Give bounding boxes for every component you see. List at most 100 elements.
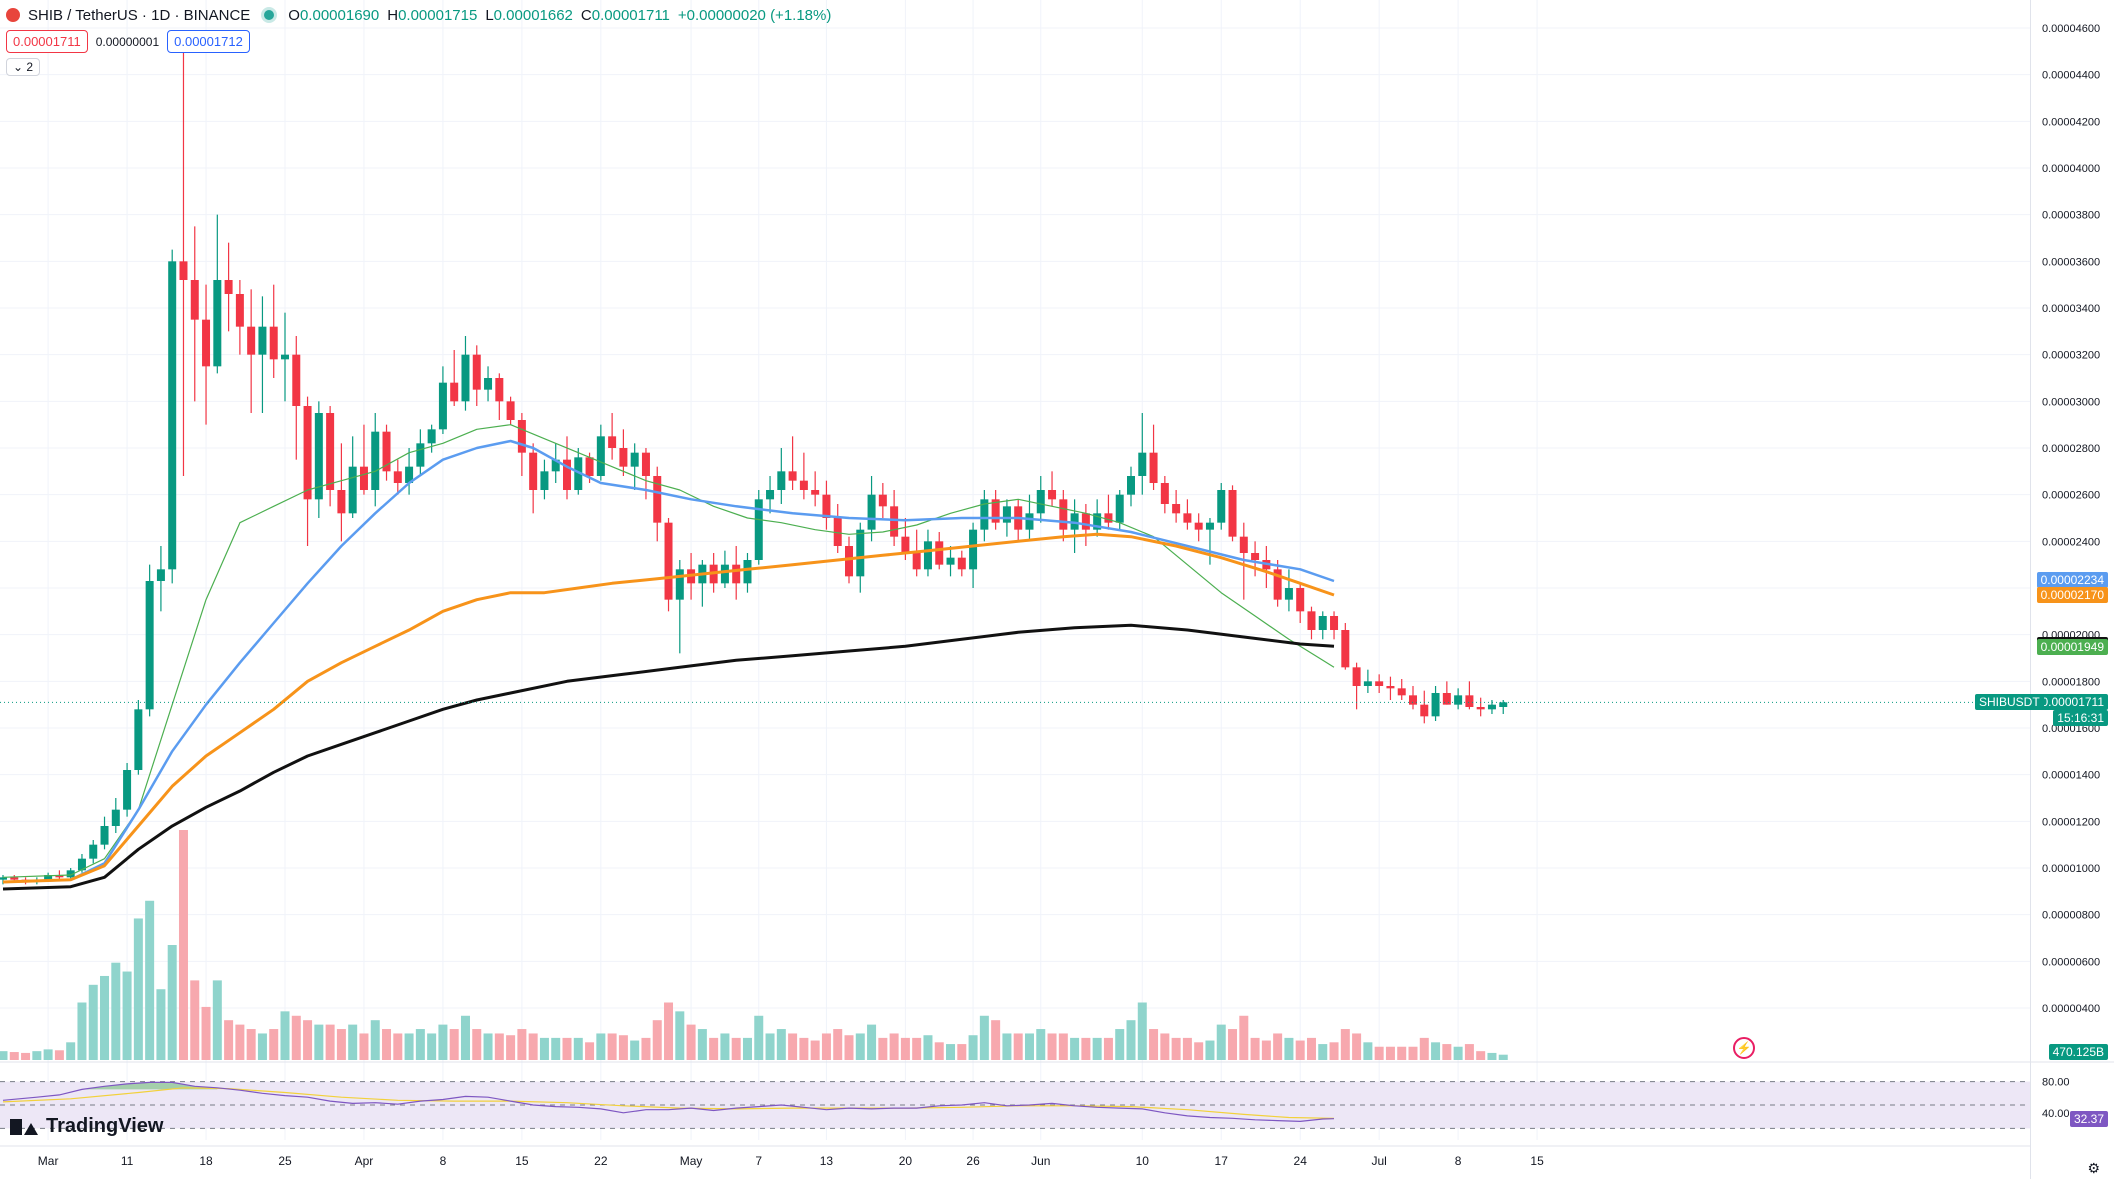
candle[interactable] bbox=[890, 490, 899, 546]
candle[interactable] bbox=[235, 280, 244, 355]
candle[interactable] bbox=[1093, 499, 1102, 537]
candle[interactable] bbox=[732, 546, 741, 600]
candle[interactable] bbox=[303, 396, 312, 546]
candle[interactable] bbox=[1194, 513, 1203, 542]
candle[interactable] bbox=[1070, 499, 1079, 553]
candle[interactable] bbox=[0, 875, 7, 885]
candle[interactable] bbox=[1375, 674, 1384, 693]
candle[interactable] bbox=[551, 443, 560, 483]
candle[interactable] bbox=[393, 459, 402, 495]
candle[interactable] bbox=[969, 522, 978, 588]
candle[interactable] bbox=[529, 443, 538, 514]
candle[interactable] bbox=[281, 312, 289, 402]
candle[interactable] bbox=[1409, 686, 1417, 710]
candle[interactable] bbox=[1160, 476, 1169, 514]
candle[interactable] bbox=[1431, 686, 1440, 721]
candle[interactable] bbox=[1014, 499, 1023, 542]
candle[interactable] bbox=[371, 413, 380, 507]
candle[interactable] bbox=[1465, 681, 1474, 710]
candle[interactable] bbox=[168, 249, 177, 584]
tradingview-logo[interactable]: TradingView bbox=[10, 1115, 163, 1138]
candle[interactable] bbox=[1284, 569, 1293, 612]
candle[interactable] bbox=[720, 550, 729, 588]
candle[interactable] bbox=[1172, 490, 1181, 523]
candle[interactable] bbox=[359, 424, 368, 495]
candle[interactable] bbox=[596, 424, 605, 481]
candle[interactable] bbox=[664, 518, 673, 612]
gear-icon[interactable]: ⚙ bbox=[2087, 1160, 2100, 1176]
candle[interactable] bbox=[1036, 476, 1045, 523]
candle[interactable] bbox=[698, 560, 707, 607]
candle[interactable] bbox=[213, 214, 222, 374]
candle[interactable] bbox=[1386, 676, 1395, 700]
candle[interactable] bbox=[957, 550, 966, 577]
candle[interactable] bbox=[1059, 490, 1068, 542]
sell-button[interactable]: 0.00001711 bbox=[6, 30, 88, 53]
candle[interactable] bbox=[946, 546, 955, 577]
candle[interactable] bbox=[416, 429, 425, 476]
candle[interactable] bbox=[923, 529, 932, 577]
candle[interactable] bbox=[1138, 413, 1147, 495]
buy-button[interactable]: 0.00001712 bbox=[167, 30, 250, 53]
candle[interactable] bbox=[1499, 700, 1508, 714]
candle[interactable] bbox=[653, 466, 662, 542]
candle[interactable] bbox=[1228, 485, 1237, 542]
candle[interactable] bbox=[495, 373, 504, 420]
indicators-collapse-button[interactable]: ⌄ 2 bbox=[6, 58, 41, 76]
candle[interactable] bbox=[461, 336, 470, 411]
candle[interactable] bbox=[314, 401, 323, 518]
candle[interactable] bbox=[1476, 697, 1485, 717]
symbol-title[interactable]: SHIB / TetherUS · 1D · BINANCE bbox=[28, 6, 251, 24]
candle[interactable] bbox=[788, 436, 797, 490]
candle[interactable] bbox=[822, 480, 831, 530]
candle[interactable] bbox=[179, 39, 188, 476]
candle[interactable] bbox=[145, 564, 154, 717]
candle[interactable] bbox=[123, 763, 132, 817]
candle[interactable] bbox=[540, 459, 549, 500]
candle[interactable] bbox=[450, 350, 459, 406]
candle[interactable] bbox=[269, 284, 278, 378]
candle[interactable] bbox=[833, 504, 842, 553]
candle[interactable] bbox=[1318, 611, 1327, 640]
candle[interactable] bbox=[190, 226, 199, 402]
candle[interactable] bbox=[1183, 499, 1192, 530]
candle[interactable] bbox=[799, 452, 808, 500]
candle[interactable] bbox=[1205, 518, 1214, 565]
candle[interactable] bbox=[247, 289, 256, 413]
candle[interactable] bbox=[382, 424, 391, 481]
candle[interactable] bbox=[111, 798, 120, 833]
candle[interactable] bbox=[630, 443, 639, 490]
candle[interactable] bbox=[754, 490, 763, 565]
candle[interactable] bbox=[202, 284, 211, 425]
candle[interactable] bbox=[1296, 583, 1305, 623]
candle[interactable] bbox=[1251, 541, 1260, 577]
candle[interactable] bbox=[1104, 494, 1113, 530]
candle[interactable] bbox=[134, 700, 143, 775]
candle[interactable] bbox=[337, 443, 346, 542]
candle[interactable] bbox=[675, 560, 684, 654]
candle[interactable] bbox=[766, 476, 775, 514]
candle[interactable] bbox=[743, 553, 752, 593]
candle[interactable] bbox=[608, 413, 617, 460]
candle[interactable] bbox=[811, 471, 820, 507]
candle[interactable] bbox=[472, 345, 481, 406]
candle[interactable] bbox=[991, 490, 1000, 530]
candle[interactable] bbox=[292, 336, 301, 460]
candle[interactable] bbox=[1487, 700, 1496, 714]
candle[interactable] bbox=[100, 816, 109, 850]
candle[interactable] bbox=[1048, 471, 1057, 507]
candle[interactable] bbox=[258, 296, 267, 413]
candle[interactable] bbox=[1262, 546, 1271, 588]
lightning-icon[interactable]: ⚡ bbox=[1733, 1037, 1755, 1059]
candle[interactable] bbox=[484, 366, 493, 402]
candle[interactable] bbox=[1149, 424, 1158, 490]
candle[interactable] bbox=[980, 490, 989, 542]
candle[interactable] bbox=[1454, 688, 1463, 710]
candle[interactable] bbox=[405, 448, 414, 495]
candle[interactable] bbox=[777, 448, 786, 504]
candle[interactable] bbox=[326, 406, 335, 507]
candle[interactable] bbox=[1352, 662, 1361, 710]
candle[interactable] bbox=[1307, 606, 1316, 640]
candle[interactable] bbox=[1442, 681, 1451, 705]
candle[interactable] bbox=[1330, 611, 1339, 640]
